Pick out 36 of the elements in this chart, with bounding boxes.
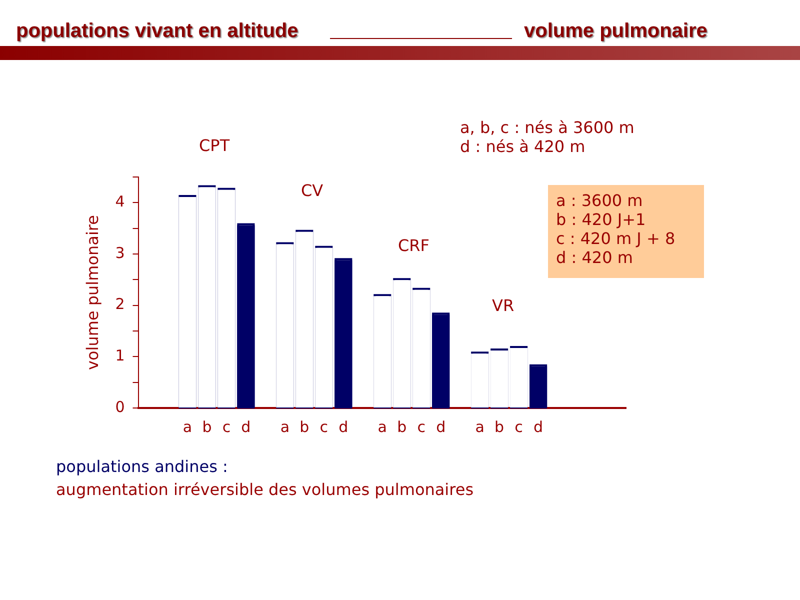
y-tick-label: 0 <box>115 398 125 416</box>
x-tick-label: a <box>378 418 387 436</box>
y-tick-label: 1 <box>115 346 125 365</box>
x-tick-label: c <box>514 418 523 436</box>
annotation: d : 420 m <box>556 248 633 267</box>
text: CPT <box>199 136 230 155</box>
x-tick-label: d <box>436 418 446 436</box>
x-tick-label: c <box>320 418 328 436</box>
text: a, b, c : nés à 3600 m <box>460 118 634 137</box>
x-tick-label: b <box>397 418 407 436</box>
x-tick-label: a <box>280 418 290 436</box>
chart-title: populations vivant en altitude <box>16 20 298 43</box>
x-tick-label: c <box>417 418 426 436</box>
text: populations andines : <box>56 457 228 476</box>
annotation: b : 420 J+1 <box>556 210 646 229</box>
y-tick-label: 2 <box>115 295 125 314</box>
x-tick-label: d <box>241 418 251 436</box>
annotation: a : 3600 m <box>556 191 643 210</box>
x-tick-label: b <box>202 418 212 436</box>
y-axis-title: volume pulmonaire <box>82 215 102 370</box>
annotation: VR <box>492 296 514 315</box>
x-tick-label: c <box>222 418 231 436</box>
x-tick-label: b <box>494 418 504 436</box>
y-tick-label: 4 <box>115 192 125 211</box>
x-tick-label: d <box>534 418 544 436</box>
text: augmentation irréversible des volumes pulmonaires <box>56 480 474 499</box>
annotation: CRF <box>398 236 430 255</box>
annotation: CV <box>301 181 324 200</box>
x-tick-label: b <box>300 418 310 436</box>
text: d : nés à 420 m <box>460 137 586 156</box>
x-tick-label: a <box>475 418 484 436</box>
y-tick-label: 3 <box>115 244 125 262</box>
annotation: c : 420 m J + 8 <box>556 229 676 248</box>
x-tick-label: a <box>182 418 192 436</box>
x-tick-label: d <box>338 418 348 436</box>
chart-subtitle: volume pulmonaire <box>524 20 708 43</box>
